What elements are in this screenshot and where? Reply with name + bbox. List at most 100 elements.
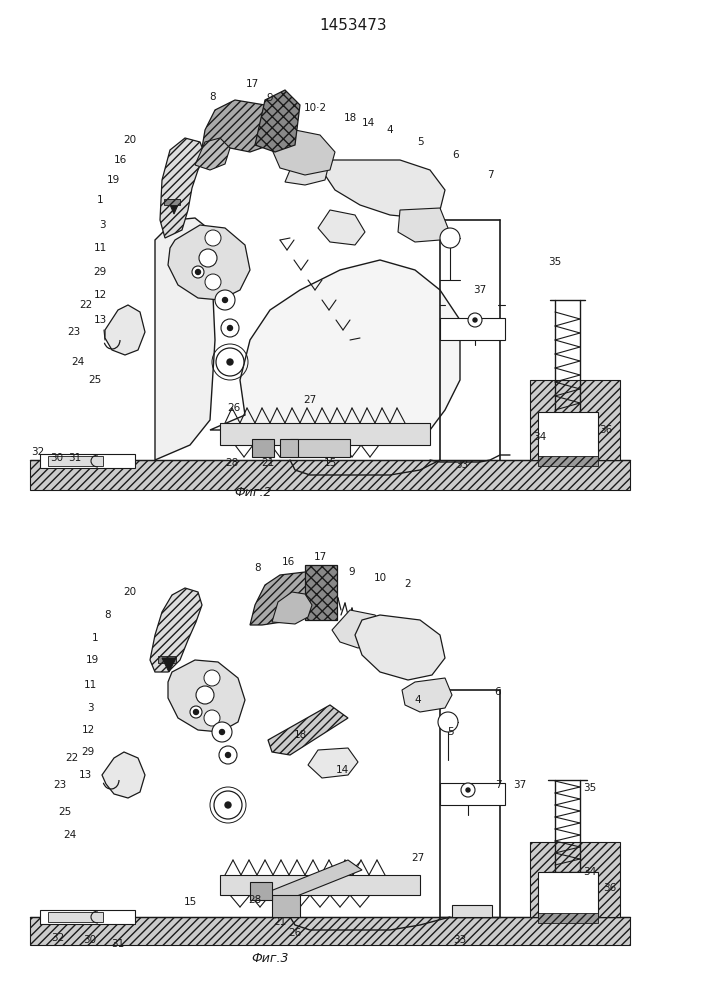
Polygon shape xyxy=(308,748,358,778)
Text: 37: 37 xyxy=(474,285,486,295)
Text: 19: 19 xyxy=(106,175,119,185)
Bar xyxy=(48,912,103,922)
Text: 1: 1 xyxy=(97,195,103,205)
Text: 24: 24 xyxy=(71,357,85,367)
Text: 33: 33 xyxy=(453,935,467,945)
Text: 16: 16 xyxy=(281,557,295,567)
Polygon shape xyxy=(402,678,452,712)
Text: 28: 28 xyxy=(248,895,262,905)
Text: 27: 27 xyxy=(411,853,425,863)
Text: 24: 24 xyxy=(64,830,76,840)
Polygon shape xyxy=(150,588,202,672)
Polygon shape xyxy=(168,225,250,300)
Text: 8: 8 xyxy=(210,92,216,102)
Bar xyxy=(158,656,176,663)
Text: 18: 18 xyxy=(293,730,307,740)
Polygon shape xyxy=(160,138,205,238)
Circle shape xyxy=(205,230,221,246)
Text: 7: 7 xyxy=(495,780,501,790)
Bar xyxy=(164,199,180,205)
Text: 21: 21 xyxy=(274,917,286,927)
Bar xyxy=(250,882,272,900)
Bar xyxy=(252,439,274,457)
Text: 15: 15 xyxy=(183,897,197,907)
Bar xyxy=(48,456,103,466)
Bar xyxy=(220,423,430,445)
Circle shape xyxy=(190,706,202,718)
Circle shape xyxy=(228,326,233,330)
Text: 15: 15 xyxy=(323,458,337,468)
Circle shape xyxy=(214,791,242,819)
Text: 3: 3 xyxy=(99,220,105,230)
Text: 25: 25 xyxy=(59,807,71,817)
Circle shape xyxy=(223,298,228,302)
Polygon shape xyxy=(102,752,145,798)
Circle shape xyxy=(466,788,470,792)
Text: 12: 12 xyxy=(93,290,107,300)
Circle shape xyxy=(221,319,239,337)
Polygon shape xyxy=(162,658,176,672)
Text: 23: 23 xyxy=(53,780,66,790)
Circle shape xyxy=(226,752,230,758)
Text: 11: 11 xyxy=(83,680,97,690)
Text: 13: 13 xyxy=(78,770,92,780)
Text: 25: 25 xyxy=(88,375,102,385)
Circle shape xyxy=(192,266,204,278)
Text: 32: 32 xyxy=(31,447,45,457)
Bar xyxy=(30,917,630,945)
Text: 6: 6 xyxy=(495,687,501,697)
Polygon shape xyxy=(155,218,215,460)
Text: 5: 5 xyxy=(447,727,453,737)
Text: 14: 14 xyxy=(361,118,375,128)
Text: 31: 31 xyxy=(112,939,124,949)
Circle shape xyxy=(199,249,217,267)
Polygon shape xyxy=(200,100,275,160)
Text: 34: 34 xyxy=(583,867,597,877)
Bar xyxy=(280,439,298,457)
Text: 36: 36 xyxy=(603,883,617,893)
Text: 10·2: 10·2 xyxy=(303,103,327,113)
Bar xyxy=(272,895,300,917)
Text: 14: 14 xyxy=(335,765,349,775)
Text: 28: 28 xyxy=(226,458,239,468)
Bar xyxy=(538,412,598,460)
Text: 8: 8 xyxy=(255,563,262,573)
Circle shape xyxy=(194,710,199,714)
Bar xyxy=(538,456,598,466)
Circle shape xyxy=(219,746,237,764)
Polygon shape xyxy=(332,610,385,648)
Circle shape xyxy=(225,802,231,808)
Text: 5: 5 xyxy=(416,137,423,147)
Bar xyxy=(40,454,135,468)
Text: 22: 22 xyxy=(79,300,93,310)
Text: 37: 37 xyxy=(513,780,527,790)
Text: 19: 19 xyxy=(86,655,98,665)
Bar xyxy=(220,875,420,895)
Text: 4: 4 xyxy=(387,125,393,135)
Circle shape xyxy=(468,313,482,327)
Circle shape xyxy=(204,670,220,686)
Bar xyxy=(538,913,598,923)
Text: 20: 20 xyxy=(124,587,136,597)
Text: 17: 17 xyxy=(245,79,259,89)
Text: 26: 26 xyxy=(288,928,302,938)
Bar xyxy=(440,783,505,805)
Text: 1: 1 xyxy=(92,633,98,643)
Text: 11: 11 xyxy=(93,243,107,253)
Text: 3: 3 xyxy=(87,703,93,713)
Text: 30: 30 xyxy=(83,935,97,945)
Text: 32: 32 xyxy=(52,933,64,943)
Text: 31: 31 xyxy=(69,453,81,463)
Text: 35: 35 xyxy=(583,783,597,793)
Polygon shape xyxy=(318,210,365,245)
Polygon shape xyxy=(250,572,322,625)
Text: 27: 27 xyxy=(303,395,317,405)
Text: 9: 9 xyxy=(267,93,274,103)
Polygon shape xyxy=(268,705,348,755)
Text: 8: 8 xyxy=(105,610,111,620)
Text: 6: 6 xyxy=(452,150,460,160)
Bar xyxy=(305,565,337,620)
Polygon shape xyxy=(255,90,300,152)
Polygon shape xyxy=(355,615,445,680)
Bar xyxy=(290,439,350,457)
